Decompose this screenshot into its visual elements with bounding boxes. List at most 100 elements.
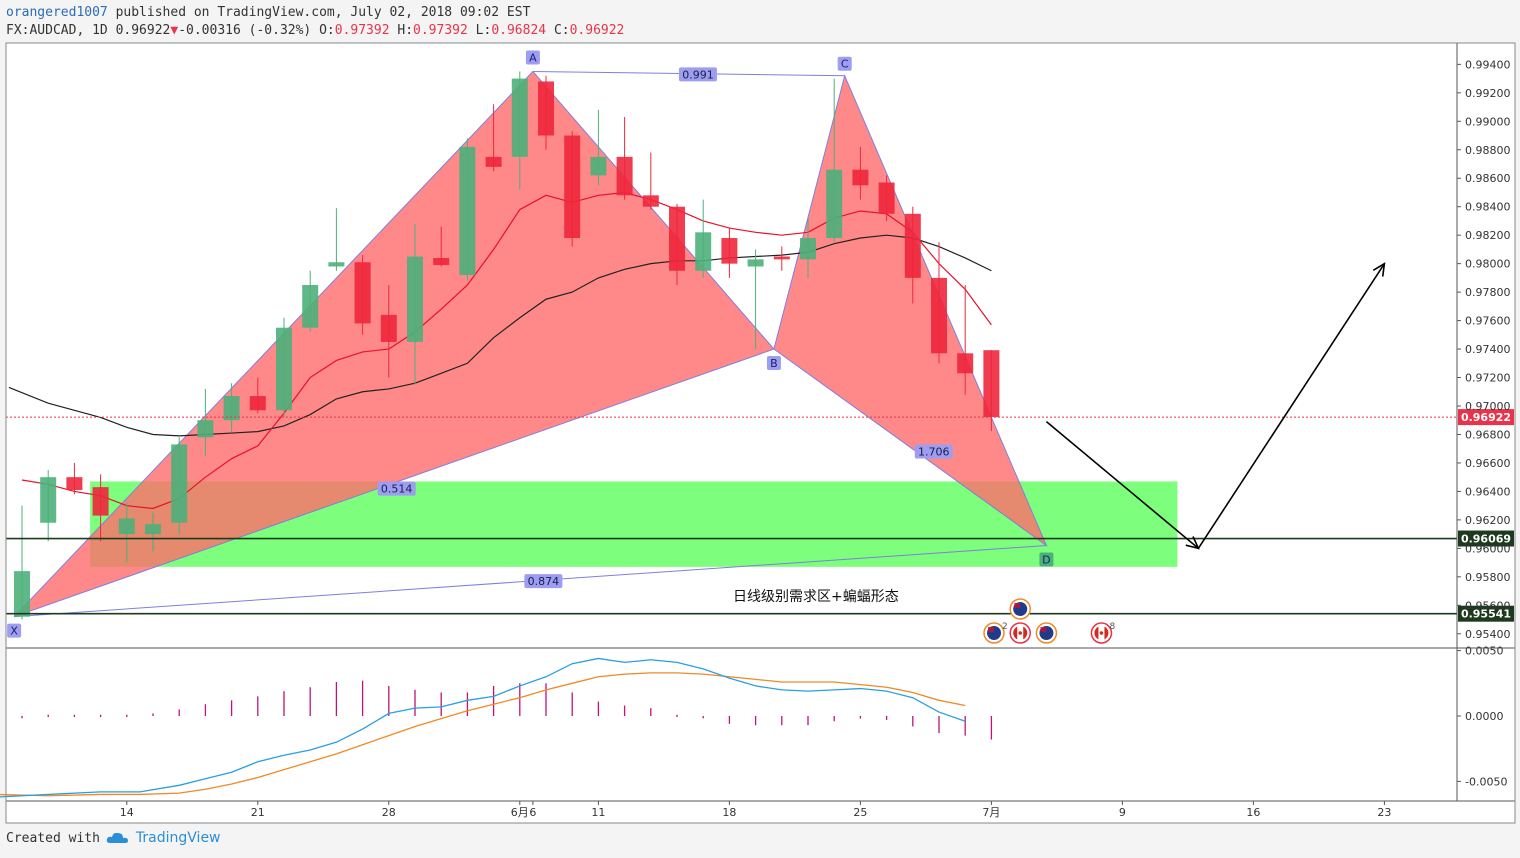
candle xyxy=(276,317,292,418)
low-value: 0.96824 xyxy=(491,23,547,38)
point-badge xyxy=(7,623,22,638)
author-link[interactable]: orangered1007 xyxy=(6,5,108,20)
candle xyxy=(485,104,502,172)
flag-au-canton xyxy=(988,627,995,632)
projection-arrows[interactable] xyxy=(1045,262,1386,550)
candle xyxy=(957,285,974,395)
candle-body xyxy=(485,156,502,167)
level-tag xyxy=(1458,605,1514,622)
flag-ca-leaf xyxy=(1099,631,1104,635)
candle-body xyxy=(407,256,423,342)
ratio-badge xyxy=(524,574,563,589)
time-axis[interactable] xyxy=(6,801,1515,823)
time-tick-label: 14 xyxy=(120,806,134,819)
macd-pane xyxy=(0,657,993,798)
time-tick-label: 6 xyxy=(529,806,536,819)
candle xyxy=(695,199,712,278)
point-badge xyxy=(1039,552,1054,567)
price-tick-label: 0.98200 xyxy=(1465,229,1511,242)
arrowhead-down-icon xyxy=(1185,536,1200,550)
chart-frame xyxy=(5,42,1516,824)
candle xyxy=(852,146,869,200)
open-value: 0.97392 xyxy=(334,23,390,38)
point-badge xyxy=(837,56,852,71)
canada-flag-icon[interactable]: 8 xyxy=(1090,622,1115,644)
candle-body xyxy=(773,256,790,260)
chart-header: orangered1007 published on TradingView.c… xyxy=(6,4,624,40)
candle xyxy=(642,152,659,210)
candle-body xyxy=(852,169,869,186)
candle-body xyxy=(904,213,921,278)
flag-au-canton xyxy=(1014,603,1021,608)
australia-flag-icon[interactable]: 2 xyxy=(983,622,1008,644)
point-c-label: C xyxy=(841,58,849,71)
created-with: Created with xyxy=(6,830,100,846)
canada-flag-icon[interactable] xyxy=(1009,622,1031,644)
flag-au-canton xyxy=(1040,627,1047,632)
ma-slow-line xyxy=(8,234,992,437)
ratio-label: 1.706 xyxy=(918,446,950,459)
low-label: L: xyxy=(475,23,492,38)
event-count: 8 xyxy=(1109,622,1115,632)
candle xyxy=(931,242,947,364)
candle-body xyxy=(249,396,266,411)
candle xyxy=(197,388,214,456)
point-b-label: B xyxy=(770,357,778,370)
australia-flag-icon[interactable] xyxy=(1035,622,1058,644)
candle xyxy=(800,218,816,278)
candle xyxy=(616,117,633,200)
level-tag-label: 0.96069 xyxy=(1461,533,1511,546)
candle-body xyxy=(800,238,816,260)
candle-body xyxy=(826,169,843,239)
candle xyxy=(590,109,607,186)
flag-ca-leaf xyxy=(1018,631,1023,635)
time-ticks: 14 21 28 6月 6 11 18 25 7月 9 16 23 xyxy=(120,801,1391,819)
candle xyxy=(380,285,397,378)
candle-body xyxy=(747,259,764,267)
macd-line xyxy=(0,657,966,798)
candle xyxy=(92,474,109,542)
candle xyxy=(118,502,135,563)
point-badge xyxy=(766,356,781,371)
ratio-badge xyxy=(377,481,416,496)
candle xyxy=(669,203,685,285)
candle-body xyxy=(511,78,528,157)
australia-flag-icon[interactable] xyxy=(1009,598,1031,620)
time-tick-label: 16 xyxy=(1246,806,1260,819)
price-tick-label: 0.97800 xyxy=(1465,286,1511,299)
candle xyxy=(171,437,188,535)
close-value: 0.96922 xyxy=(569,23,625,38)
candle-body xyxy=(302,285,319,328)
candle xyxy=(302,270,319,332)
ratio-label: 0.991 xyxy=(682,68,714,81)
candle-body xyxy=(433,257,450,266)
candle-body xyxy=(197,420,214,438)
candle-body xyxy=(276,327,292,411)
candle-body xyxy=(354,262,371,324)
candle-body xyxy=(328,262,345,267)
candle-body xyxy=(983,350,1000,418)
price-tick-label: 0.95600 xyxy=(1465,599,1511,612)
price-tick-label: 0.96400 xyxy=(1465,485,1511,498)
ohlc-line: FX:AUDCAD, 1D 0.96922▼-0.00316 (-0.32%) … xyxy=(6,22,624,40)
tradingview-brand[interactable]: TradingView xyxy=(135,830,221,846)
candle-body xyxy=(380,314,397,342)
time-tick-label: 7月 xyxy=(982,806,1000,819)
candle xyxy=(354,255,371,335)
candle-body xyxy=(459,146,476,276)
time-tick-label: 25 xyxy=(853,806,867,819)
price-tick-label: 0.98800 xyxy=(1465,144,1511,157)
footer: Created with TradingView xyxy=(6,830,221,846)
high-label: H: xyxy=(397,23,414,38)
price-tick-label: 0.97200 xyxy=(1465,372,1511,385)
time-tick-label: 9 xyxy=(1119,806,1126,819)
price-tick-label: 0.97400 xyxy=(1465,343,1511,356)
price-levels[interactable]: 0.96069 0.95541 0.96922 xyxy=(6,409,1514,622)
macd-signal-line xyxy=(0,672,966,797)
candle-body xyxy=(223,396,240,421)
candle-body xyxy=(145,524,161,535)
price-tick-label: 0.96200 xyxy=(1465,514,1511,527)
candle-body xyxy=(40,477,57,523)
